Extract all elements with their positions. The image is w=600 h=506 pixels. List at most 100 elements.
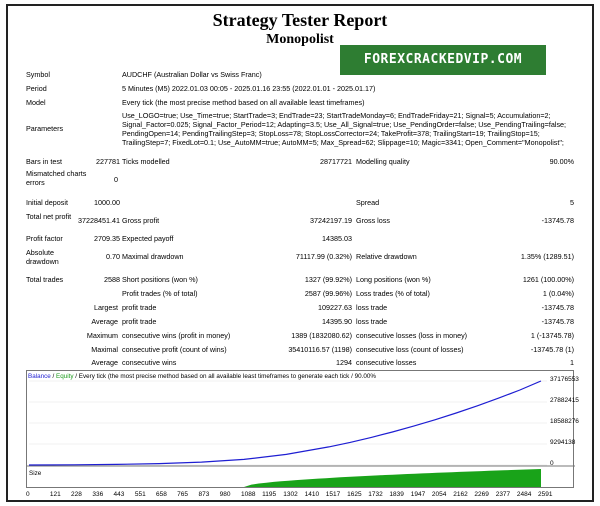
total-trades-label: Total trades [26, 275, 64, 284]
gross-loss-label: Gross loss [356, 216, 390, 225]
balance-chart-svg [27, 380, 575, 487]
profit-trades-label: Profit trades (% of total) [122, 289, 198, 298]
legend-sep-3: / [349, 373, 355, 380]
max-consecutive-losses-label: consecutive losses (loss in money) [356, 331, 468, 340]
model-label: Model [26, 98, 46, 107]
x-tick-label: 121 [49, 491, 61, 498]
average-profit-trade-label: profit trade [122, 317, 157, 326]
balance-chart [26, 370, 575, 488]
x-tick-label: 2162 [453, 491, 468, 498]
loss-trades-label: Loss trades (% of total) [356, 289, 430, 298]
x-tick-label: 1839 [389, 491, 404, 498]
x-tick-label: 765 [177, 491, 189, 498]
average-label: Average [91, 317, 118, 326]
y-tick-label: 37176553 [550, 376, 579, 383]
x-tick-label: 2269 [474, 491, 489, 498]
mismatch-label: Mismatched charts errors [26, 169, 87, 187]
legend-rest: Every tick (the most precise method base… [78, 373, 350, 380]
x-tick-label: 551 [134, 491, 146, 498]
symbol-label: Symbol [26, 70, 50, 79]
x-tick-label: 1195 [262, 491, 277, 498]
profit-factor-label: Profit factor [26, 234, 63, 243]
average-loss-trade-label: loss trade [356, 317, 388, 326]
average-consecutive-losses-label: consecutive losses [356, 358, 417, 367]
absolute-drawdown-label: Absolute drawdown [26, 248, 59, 266]
max-consecutive-losses-value: 1 (-13745.78) [530, 331, 574, 340]
bars-value: 227781 [96, 157, 120, 166]
x-tick-label: 228 [71, 491, 82, 498]
x-tick-label: 2484 [516, 491, 532, 498]
maximal-label: Maximal [91, 345, 118, 354]
max-consecutive-wins-value: 1389 (1832080.62) [291, 331, 352, 340]
x-tick-label: 2054 [431, 491, 447, 498]
average-consecutive-wins-value: 1294 [336, 358, 352, 367]
watermark-banner: FOREXCRACKEDVIP.COM [340, 45, 546, 75]
profit-trades-value: 2587 (99.96%) [304, 289, 352, 298]
maximum-label: Maximum [86, 331, 118, 340]
spread-value: 5 [570, 198, 574, 207]
x-tick-label: 1088 [240, 491, 256, 498]
x-tick-label: 1517 [325, 491, 341, 498]
quality-value: 90.00% [549, 157, 574, 166]
expected-payoff-value: 14385.03 [322, 234, 352, 243]
x-tick-label: 658 [156, 491, 167, 498]
chart-legend: Balance / Equity / Every tick (the most … [28, 372, 376, 381]
expected-payoff-label: Expected payoff [122, 234, 174, 243]
y-tick-label: 27882415 [550, 397, 579, 404]
x-tick-label: 980 [219, 491, 231, 498]
relative-drawdown-value: 1.35% (1289.51) [520, 252, 574, 261]
x-tick-label: 1302 [283, 491, 298, 498]
spread-label: Spread [356, 198, 380, 207]
legend-sep-2: / [73, 373, 79, 380]
deposit-label: Initial deposit [26, 198, 68, 207]
average-loss-trade-value: -13745.78 [541, 317, 574, 326]
largest-loss-trade-label: loss trade [356, 303, 388, 312]
report-title: Strategy Tester Report [212, 10, 388, 30]
x-tick-label: 2377 [495, 491, 511, 498]
parameters-label: Parameters [26, 124, 64, 133]
parameters-value: Use_LOGO=true; Use_Time=true; StartTrade… [122, 111, 567, 147]
x-tick-label: 873 [198, 491, 210, 498]
mismatch-value: 0 [114, 175, 118, 184]
ticks-label: Ticks modelled [122, 157, 170, 166]
period-label: Period [26, 84, 47, 93]
gross-loss-value: -13745.78 [541, 216, 574, 225]
period-value: 5 Minutes (M5) 2022.01.03 00:05 - 2025.0… [122, 84, 376, 93]
ticks-value: 28717721 [320, 157, 352, 166]
relative-drawdown-label: Relative drawdown [356, 252, 417, 261]
profit-factor-value: 2709.35 [94, 234, 120, 243]
average-consecutive-losses-value: 1 [570, 358, 574, 367]
size-label: Size [29, 470, 42, 477]
y-tick-label: 18588276 [550, 418, 579, 425]
bars-label: Bars in test [26, 157, 62, 166]
x-tick-label: 1410 [304, 491, 320, 498]
expert-name: Monopolist [266, 32, 334, 47]
largest-label: Largest [94, 303, 118, 312]
largest-profit-trade-value: 109227.63 [318, 303, 352, 312]
quality-label: Modelling quality [356, 157, 410, 166]
legend-sep-1: / [50, 373, 57, 380]
y-tick-label: 0 [550, 460, 554, 467]
maximal-drawdown-value: 71117.99 (0.32%) [295, 252, 352, 261]
x-tick-label: 336 [92, 491, 104, 498]
model-value: Every tick (the most precise method base… [122, 98, 365, 107]
x-tick-label: 1625 [347, 491, 362, 498]
total-trades-value: 2588 [104, 275, 120, 284]
deposit-value: 1000.00 [94, 198, 120, 207]
long-positions-label: Long positions (won %) [356, 275, 431, 284]
absolute-drawdown-value: 0.70 [106, 252, 120, 261]
average2-label: Average [91, 358, 118, 367]
net-profit-label: Total net profit [26, 212, 72, 221]
short-positions-label: Short positions (won %) [122, 275, 198, 284]
legend-balance: Balance [28, 373, 51, 380]
maximal-consecutive-loss-value: -13745.78 (1) [530, 345, 574, 354]
average-profit-trade-value: 14395.90 [322, 317, 352, 326]
loss-trades-value: 1 (0.04%) [542, 289, 574, 298]
y-tick-label: 9294138 [550, 439, 576, 446]
max-consecutive-wins-label: consecutive wins (profit in money) [122, 331, 231, 340]
x-tick-label: 1947 [410, 491, 426, 498]
x-tick-label: 1732 [368, 491, 383, 498]
gross-profit-label: Gross profit [122, 216, 160, 225]
symbol-value: AUDCHF (Australian Dollar vs Swiss Franc… [122, 70, 262, 79]
maximal-consecutive-profit-value: 35410116.57 (1198) [288, 345, 352, 354]
